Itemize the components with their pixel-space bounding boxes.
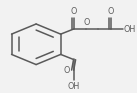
Text: O: O — [83, 18, 90, 27]
Text: O: O — [70, 7, 77, 16]
Text: OH: OH — [67, 82, 80, 91]
Text: O: O — [108, 7, 114, 16]
Text: OH: OH — [124, 25, 136, 34]
Text: O: O — [64, 66, 70, 75]
